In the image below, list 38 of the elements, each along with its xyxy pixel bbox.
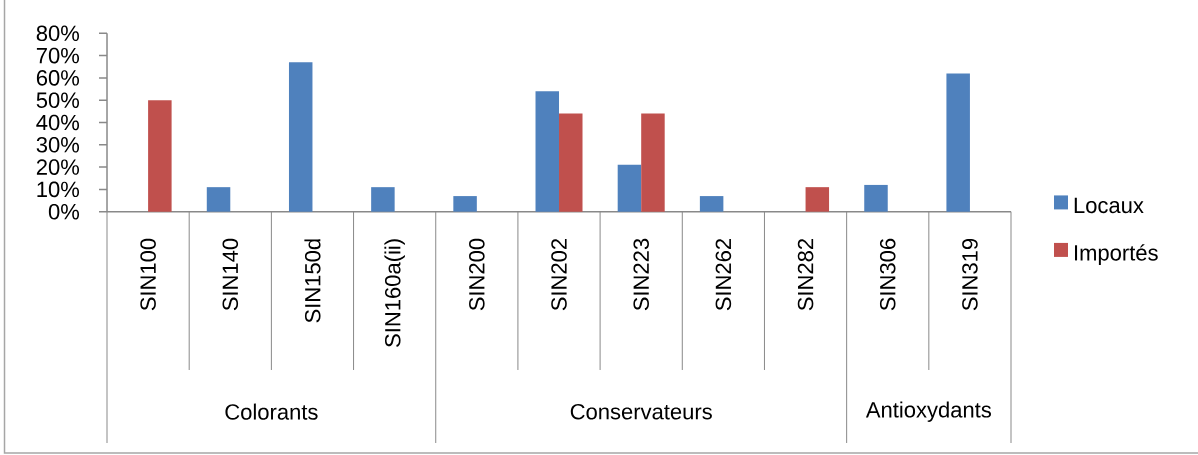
bar bbox=[559, 113, 583, 212]
y-tick-label: 30% bbox=[36, 137, 80, 153]
y-tick-label: 70% bbox=[36, 47, 80, 64]
text: Antioxydants bbox=[865, 401, 991, 422]
x-tick-label: SIN200 bbox=[469, 238, 485, 311]
legend-label: Locaux bbox=[1074, 197, 1144, 214]
bar bbox=[371, 187, 395, 212]
bar bbox=[453, 196, 477, 212]
bar bbox=[699, 196, 724, 212]
x-tick-label: SIN223 bbox=[633, 238, 649, 311]
bar bbox=[805, 187, 830, 212]
bar bbox=[288, 62, 313, 212]
bar bbox=[617, 164, 642, 212]
y-tick-label: 50% bbox=[36, 92, 80, 108]
y-tick-label: 0% bbox=[48, 203, 80, 220]
legend-label: Importés bbox=[1075, 244, 1158, 265]
x-tick-label: SIN262 bbox=[715, 239, 732, 311]
x-tick-label: SIN319 bbox=[962, 238, 978, 311]
bar bbox=[148, 100, 172, 212]
bar bbox=[641, 113, 665, 212]
text: Colorants bbox=[225, 403, 318, 420]
x-tick-label: SIN140 bbox=[222, 238, 239, 311]
y-tick-label: 80% bbox=[36, 25, 80, 42]
x-tick-label: SIN100 bbox=[140, 238, 156, 311]
y-tick-label: 40% bbox=[36, 114, 80, 131]
y-tick-label: 20% bbox=[36, 159, 80, 175]
x-tick-label: SIN306 bbox=[879, 238, 896, 311]
x-tick-label: SIN150d bbox=[304, 239, 321, 323]
y-tick-label: 10% bbox=[37, 181, 80, 198]
bar bbox=[864, 184, 888, 212]
x-tick-label: SIN202 bbox=[551, 239, 567, 311]
bar bbox=[535, 91, 560, 212]
y-tick-label: 60% bbox=[36, 70, 80, 86]
bar bbox=[206, 187, 231, 212]
x-tick-label: SIN282 bbox=[797, 239, 814, 311]
bar bbox=[946, 73, 970, 212]
text: Conservateurs bbox=[570, 403, 712, 420]
x-tick-label: SIN160a(ii) bbox=[384, 239, 405, 347]
